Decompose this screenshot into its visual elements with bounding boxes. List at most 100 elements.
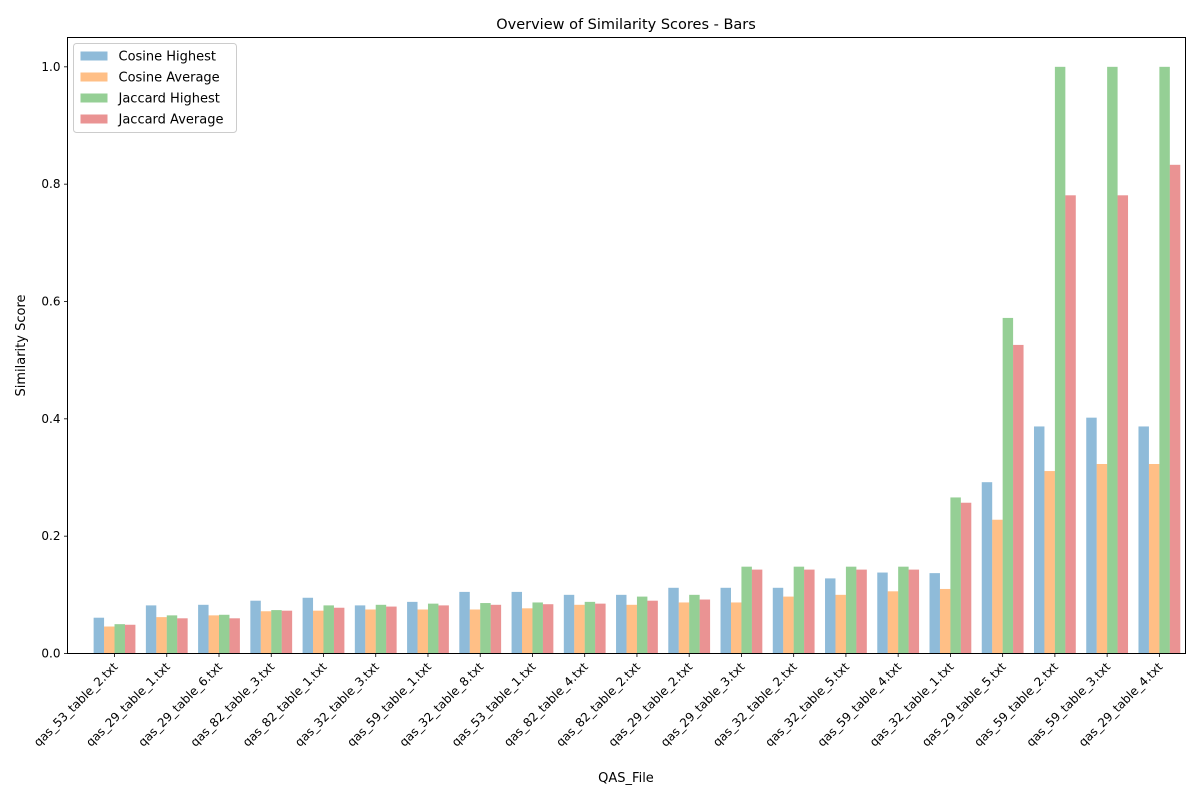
bar-jaccard-average-0 <box>124 624 136 654</box>
chart-title: Overview of Similarity Scores - Bars <box>496 17 756 33</box>
bar-jaccard-average-14 <box>856 569 867 654</box>
y-tick-label: 0.0 <box>41 647 60 661</box>
bar-cosine-highest-17 <box>981 482 993 654</box>
bar-cosine-average-16 <box>939 588 951 654</box>
bar-jaccard-average-2 <box>229 618 240 654</box>
bar-jaccard-highest-13 <box>793 566 805 654</box>
bar-cosine-average-14 <box>835 594 846 654</box>
x-axis: qas_53_table_2.txtqas_29_table_1.txtqas_… <box>31 653 1166 750</box>
bar-cosine-highest-15 <box>877 572 888 654</box>
bar-jaccard-average-10 <box>647 600 658 654</box>
bar-cosine-average-1 <box>156 617 167 654</box>
bar-cosine-average-17 <box>992 519 1003 654</box>
legend-label: Jaccard Average <box>118 113 224 128</box>
bar-jaccard-highest-7 <box>480 603 491 654</box>
bar-jaccard-highest-8 <box>532 602 543 654</box>
legend-swatch <box>80 51 108 61</box>
bar-jaccard-average-8 <box>542 604 554 654</box>
bar-jaccard-highest-1 <box>166 615 178 654</box>
y-tick-label: 0.4 <box>41 412 60 426</box>
bar-jaccard-highest-14 <box>845 566 857 654</box>
y-tick-label: 1.0 <box>41 60 60 74</box>
bar-jaccard-average-3 <box>281 610 293 654</box>
bar-cosine-highest-0 <box>93 617 105 654</box>
legend-swatch <box>80 93 108 103</box>
bar-cosine-average-6 <box>417 609 428 654</box>
bar-jaccard-highest-4 <box>323 605 334 654</box>
bar-jaccard-average-4 <box>333 607 345 654</box>
y-tick-label: 0.2 <box>41 529 60 543</box>
bar-cosine-highest-3 <box>250 600 261 654</box>
x-tick-label: qas_53_table_2.txt <box>31 660 121 750</box>
bar-cosine-average-15 <box>887 591 899 654</box>
bar-cosine-highest-2 <box>198 604 209 654</box>
bar-jaccard-average-1 <box>177 618 188 654</box>
legend-swatch <box>80 114 108 124</box>
bar-jaccard-average-9 <box>595 603 606 654</box>
bar-cosine-average-12 <box>730 602 742 654</box>
bar-cosine-average-19 <box>1096 464 1108 654</box>
legend-label: Cosine Average <box>119 71 220 86</box>
legend-label: Cosine Highest <box>119 50 217 65</box>
bar-jaccard-highest-10 <box>636 596 648 654</box>
x-axis-label: QAS_File <box>598 771 654 786</box>
bar-cosine-highest-4 <box>302 597 314 654</box>
bar-jaccard-average-17 <box>1013 344 1024 654</box>
bar-cosine-average-11 <box>678 602 690 654</box>
bar-jaccard-average-11 <box>699 599 711 654</box>
bar-jaccard-highest-11 <box>689 594 700 654</box>
bar-cosine-highest-6 <box>407 601 418 654</box>
bar-cosine-highest-14 <box>825 578 836 654</box>
bar-cosine-average-3 <box>260 611 272 654</box>
bar-jaccard-average-16 <box>960 502 972 654</box>
legend-box <box>73 43 237 133</box>
bar-jaccard-average-13 <box>804 569 815 654</box>
legend-label: Jaccard Highest <box>118 92 220 107</box>
bar-cosine-average-2 <box>208 615 220 654</box>
bar-cosine-highest-20 <box>1138 426 1149 654</box>
bar-jaccard-highest-5 <box>375 604 387 654</box>
bar-jaccard-average-18 <box>1065 195 1076 654</box>
y-axis-label: Similarity Score <box>14 294 29 396</box>
bar-jaccard-highest-15 <box>898 566 909 654</box>
bar-cosine-average-9 <box>574 604 585 654</box>
bar-cosine-highest-8 <box>511 591 523 654</box>
bar-cosine-highest-1 <box>145 605 157 654</box>
bar-cosine-average-18 <box>1044 471 1055 654</box>
bar-jaccard-highest-12 <box>741 566 752 654</box>
bar-jaccard-highest-3 <box>271 610 282 654</box>
legend-swatch <box>80 72 108 82</box>
y-axis: 0.0 0.2 0.4 0.6 0.8 1.0 <box>41 60 68 661</box>
bar-jaccard-highest-2 <box>219 614 230 654</box>
bar-cosine-average-10 <box>626 604 637 654</box>
bar-jaccard-average-12 <box>751 569 763 654</box>
bar-cosine-highest-9 <box>563 594 575 654</box>
bar-cosine-average-13 <box>783 596 794 654</box>
plot-frame <box>67 37 1186 654</box>
bar-cosine-highest-12 <box>720 587 731 654</box>
bar-jaccard-average-6 <box>438 605 449 654</box>
bar-cosine-highest-18 <box>1033 426 1045 654</box>
bar-cosine-average-8 <box>522 608 533 654</box>
bar-cosine-highest-16 <box>929 573 940 654</box>
bar-jaccard-highest-19 <box>1107 66 1118 654</box>
bar-jaccard-highest-6 <box>427 603 439 654</box>
bar-cosine-highest-10 <box>616 594 627 654</box>
bar-cosine-highest-5 <box>354 605 366 654</box>
bar-cosine-average-7 <box>469 609 481 654</box>
bars-layer <box>93 66 1181 654</box>
bar-jaccard-average-15 <box>908 569 920 654</box>
bar-jaccard-highest-9 <box>584 601 596 654</box>
legend: Cosine Highest Cosine Average Jaccard High… <box>73 43 237 133</box>
bar-cosine-average-20 <box>1148 464 1160 654</box>
bar-jaccard-average-5 <box>386 606 397 654</box>
bar-jaccard-average-7 <box>490 604 502 654</box>
bar-jaccard-highest-17 <box>1002 317 1014 654</box>
bar-cosine-average-5 <box>365 609 376 654</box>
bar-cosine-highest-7 <box>459 591 470 654</box>
bar-cosine-average-4 <box>313 610 324 654</box>
y-tick-label: 0.8 <box>41 177 60 191</box>
bar-cosine-highest-11 <box>668 587 679 654</box>
